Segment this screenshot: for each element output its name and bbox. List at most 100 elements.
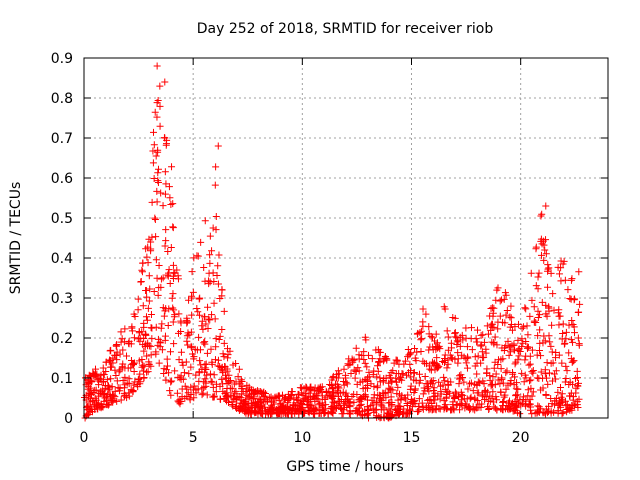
data-point bbox=[102, 358, 110, 366]
data-point bbox=[441, 403, 449, 411]
data-point bbox=[518, 369, 526, 377]
data-point bbox=[323, 388, 331, 396]
data-point bbox=[147, 247, 155, 255]
data-point bbox=[98, 390, 106, 398]
data-point bbox=[346, 408, 354, 416]
data-point bbox=[421, 373, 429, 381]
data-point bbox=[343, 393, 351, 401]
data-point bbox=[183, 332, 191, 340]
data-point bbox=[147, 238, 155, 246]
data-point bbox=[416, 370, 424, 378]
data-point bbox=[140, 323, 148, 331]
data-point bbox=[576, 300, 584, 308]
data-point bbox=[433, 354, 441, 362]
data-point bbox=[269, 407, 277, 415]
data-point bbox=[557, 277, 565, 285]
data-point bbox=[117, 328, 125, 336]
data-point bbox=[490, 304, 498, 312]
data-point bbox=[547, 269, 555, 277]
data-point bbox=[142, 245, 150, 253]
data-point bbox=[373, 398, 381, 406]
data-point bbox=[377, 399, 385, 407]
data-point bbox=[262, 389, 270, 397]
data-point bbox=[174, 275, 182, 283]
data-point bbox=[201, 217, 209, 225]
data-point bbox=[242, 395, 250, 403]
data-point bbox=[412, 377, 420, 385]
data-point bbox=[144, 368, 152, 376]
data-point bbox=[499, 398, 507, 406]
data-point bbox=[157, 189, 165, 197]
data-point bbox=[411, 345, 419, 353]
data-point bbox=[137, 278, 145, 286]
data-point bbox=[451, 314, 459, 322]
data-point bbox=[441, 386, 449, 394]
data-point bbox=[558, 359, 566, 367]
data-point bbox=[496, 380, 504, 388]
data-point bbox=[214, 142, 222, 150]
data-point bbox=[158, 320, 166, 328]
data-point bbox=[313, 406, 321, 414]
data-point bbox=[152, 256, 160, 264]
data-point bbox=[528, 368, 536, 376]
data-point bbox=[457, 371, 465, 379]
data-point bbox=[309, 393, 317, 401]
data-point bbox=[201, 364, 209, 372]
data-point bbox=[211, 181, 219, 189]
data-point bbox=[419, 322, 427, 330]
data-point bbox=[559, 409, 567, 417]
data-point bbox=[477, 342, 485, 350]
data-point bbox=[493, 406, 501, 414]
data-point bbox=[558, 390, 566, 398]
data-point bbox=[499, 379, 507, 387]
data-point bbox=[184, 341, 192, 349]
data-point bbox=[480, 338, 488, 346]
data-point bbox=[143, 352, 151, 360]
data-point bbox=[376, 348, 384, 356]
data-point bbox=[439, 381, 447, 389]
data-point bbox=[398, 370, 406, 378]
data-point bbox=[254, 387, 262, 395]
data-point bbox=[166, 194, 174, 202]
data-point bbox=[563, 367, 571, 375]
data-point bbox=[463, 364, 471, 372]
data-point bbox=[550, 370, 558, 378]
data-point bbox=[203, 349, 211, 357]
data-point bbox=[440, 373, 448, 381]
data-point bbox=[539, 409, 547, 417]
data-point bbox=[370, 367, 378, 375]
data-point bbox=[350, 356, 358, 364]
data-point bbox=[550, 408, 558, 416]
data-point bbox=[161, 168, 169, 176]
data-point bbox=[160, 312, 168, 320]
data-point bbox=[125, 375, 133, 383]
data-point bbox=[329, 398, 337, 406]
data-point bbox=[140, 374, 148, 382]
data-point bbox=[142, 313, 150, 321]
data-point bbox=[460, 378, 468, 386]
data-point bbox=[150, 287, 158, 295]
y-tick-label: 0.8 bbox=[51, 91, 73, 107]
data-point bbox=[190, 355, 198, 363]
data-point bbox=[518, 400, 526, 408]
data-point bbox=[548, 348, 556, 356]
data-point bbox=[534, 273, 542, 281]
data-point bbox=[163, 355, 171, 363]
data-point bbox=[223, 389, 231, 397]
data-point bbox=[473, 381, 481, 389]
data-point bbox=[501, 289, 509, 297]
data-point bbox=[525, 401, 533, 409]
data-point bbox=[339, 410, 347, 418]
data-point bbox=[548, 321, 556, 329]
data-point bbox=[365, 373, 373, 381]
data-point bbox=[480, 353, 488, 361]
data-point bbox=[397, 374, 405, 382]
data-point bbox=[575, 395, 583, 403]
data-point bbox=[425, 323, 433, 331]
data-point bbox=[165, 305, 173, 313]
data-point bbox=[528, 346, 536, 354]
data-point bbox=[436, 405, 444, 413]
data-point bbox=[105, 386, 113, 394]
data-point bbox=[145, 272, 153, 280]
data-point bbox=[527, 376, 535, 384]
